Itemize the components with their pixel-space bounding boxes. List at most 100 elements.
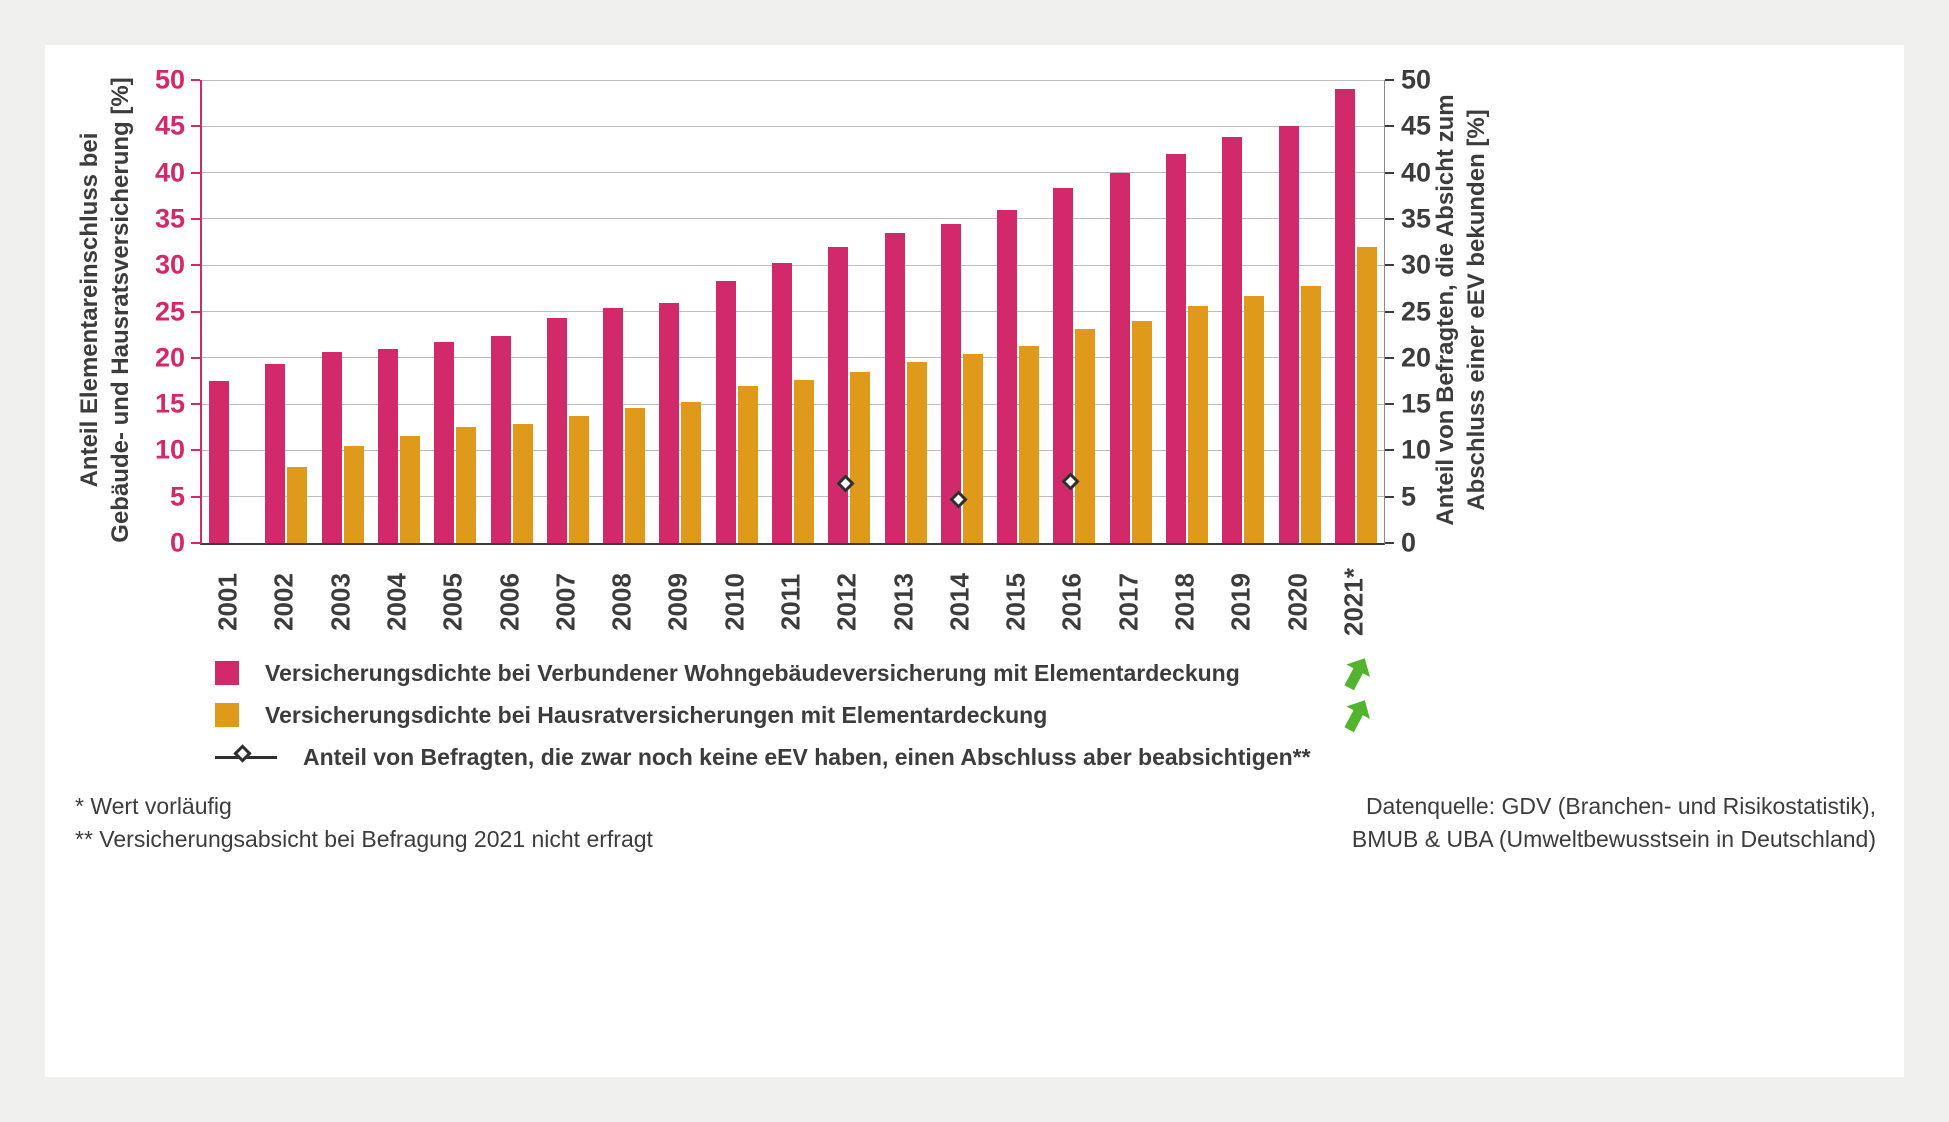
footnote-2: ** Versicherungsabsicht bei Befragung 20… (75, 826, 653, 853)
wohngebaeude-bar-2001 (209, 380, 230, 543)
hausrat-bar-2020 (1300, 285, 1321, 543)
left-tick-mark (191, 125, 200, 128)
hausrat-bar-2016 (1075, 329, 1096, 543)
hausrat-bar-2005 (456, 427, 477, 543)
hausrat-bar-2009 (681, 402, 702, 543)
wohngebaeude-bar-2015 (997, 209, 1018, 543)
data-source: Datenquelle: GDV (Branchen- und Risikost… (1352, 790, 1876, 857)
gridline (202, 311, 1384, 312)
x-axis-label: 2012 (831, 573, 862, 631)
hausrat-bar-2013 (906, 362, 927, 543)
wohngebaeude-bar-2005 (434, 342, 455, 543)
gridline (202, 496, 1384, 498)
left-tick-label: 35 (154, 203, 185, 234)
legend-item-hausrat: Versicherungsdichte bei Hausratversicher… (215, 694, 1855, 736)
hausrat-bar-2011 (794, 380, 814, 543)
wohngebaeude-bar-2016 (1053, 188, 1074, 543)
x-axis-label: 2007 (550, 573, 581, 631)
right-tick-mark (1385, 542, 1394, 544)
hausrat-bar-2018 (1188, 305, 1208, 543)
chart-panel: Anteil Elementareinschluss bei Gebäude- … (45, 45, 1904, 1077)
wohngebaeude-bar-2021* (1334, 89, 1355, 543)
x-axis-label: 2015 (1000, 573, 1031, 631)
legend-item-absicht: Anteil von Befragten, die zwar noch kein… (215, 736, 1855, 778)
left-tick-label: 0 (169, 527, 185, 558)
hausrat-bar-2017 (1131, 320, 1152, 543)
gridline (202, 79, 1384, 81)
x-axis-label: 2018 (1169, 573, 1200, 631)
x-axis-label: 2001 (212, 573, 243, 631)
right-tick-mark (1385, 264, 1394, 267)
right-tick-label: 0 (1401, 527, 1417, 558)
hausrat-bar-2019 (1244, 295, 1265, 543)
wohngebaeude-bar-2010 (715, 280, 736, 543)
x-axis-label: 2016 (1056, 573, 1087, 631)
wohngebaeude-bar-2017 (1109, 172, 1130, 543)
hausrat-bar-2012 (850, 371, 871, 543)
x-axis-label: 2014 (944, 573, 975, 631)
wohngebaeude-bar-2012 (828, 246, 849, 543)
diamond-line-marker-icon (215, 744, 277, 769)
hausrat-bar-2004 (400, 435, 420, 543)
hausrat-bar-2015 (1019, 345, 1040, 543)
wohngebaeude-bar-2014 (940, 223, 961, 543)
left-tick-label: 10 (154, 434, 185, 465)
wohngebaeude-bar-2002 (265, 364, 286, 543)
left-tick-mark (191, 403, 200, 406)
x-axis-label: 2013 (888, 573, 919, 631)
right-tick-label: 5 (1401, 481, 1417, 512)
right-tick-label: 25 (1401, 296, 1432, 326)
left-tick-label: 30 (154, 249, 185, 280)
left-tick-label: 50 (154, 64, 185, 95)
gridline (202, 264, 1384, 266)
wohngebaeude-bar-2003 (321, 352, 342, 543)
wohngebaeude-bar-2007 (546, 317, 567, 543)
legend-label-wohngebaeude: Versicherungsdichte bei Verbundener Wohn… (265, 659, 1240, 686)
hausrat-bar-2021* (1356, 246, 1377, 543)
wohngebaeude-bar-2020 (1278, 126, 1299, 543)
hausrat-bar-2002 (287, 467, 308, 543)
right-tick-label: 10 (1401, 434, 1432, 465)
right-tick-label: 30 (1401, 249, 1432, 280)
left-tick-mark (191, 495, 200, 498)
legend-item-wohngebaeude: Versicherungsdichte bei Verbundener Wohn… (215, 652, 1855, 694)
source-line-1: Datenquelle: GDV (Branchen- und Risikost… (1365, 793, 1876, 819)
plot-area (191, 79, 1394, 545)
left-axis-tick-labels: 0 5 10 15 20 25 30 35 40 45 50 (97, 65, 185, 558)
wohngebaeude-bar-2008 (603, 307, 624, 543)
x-axis-label: 2021* (1338, 568, 1369, 636)
footnote-1: * Wert vorläufig (75, 793, 232, 819)
left-tick-label: 25 (154, 296, 185, 326)
hausrat-bar-2014 (962, 354, 983, 543)
wohngebaeude-bar-2013 (884, 232, 905, 543)
left-tick-mark (191, 264, 200, 267)
trend-up-arrow-icon (1344, 700, 1370, 733)
right-tick-label: 40 (1401, 157, 1432, 188)
wohngebaeude-swatch-icon (215, 661, 239, 685)
gridline (202, 218, 1384, 220)
left-tick-mark (191, 217, 200, 220)
x-axis-label: 2010 (719, 573, 750, 631)
left-tick-mark (191, 79, 200, 81)
right-tick-label: 35 (1401, 203, 1432, 234)
legend: Versicherungsdichte bei Verbundener Wohn… (215, 652, 1855, 778)
gridline (202, 449, 1384, 451)
left-tick-mark (191, 542, 200, 544)
right-tick-label: 45 (1401, 110, 1432, 141)
gridline (202, 357, 1384, 359)
footnotes: * Wert vorläufig ** Versicherungsabsicht… (75, 790, 653, 857)
wohngebaeude-bar-2011 (772, 263, 792, 543)
x-axis-label: 2003 (325, 573, 356, 631)
left-tick-mark (191, 356, 200, 359)
legend-label-absicht: Anteil von Befragten, die zwar noch kein… (303, 743, 1311, 770)
x-axis-label: 2011 (775, 573, 806, 631)
gridline (202, 172, 1384, 174)
right-tick-mark (1385, 356, 1394, 359)
x-axis-label: 2005 (437, 573, 468, 631)
right-tick-mark (1385, 79, 1394, 81)
right-tick-mark (1385, 310, 1394, 313)
wohngebaeude-bar-2006 (490, 335, 511, 543)
wohngebaeude-bar-2004 (378, 348, 398, 543)
x-axis-label: 2020 (1282, 573, 1313, 631)
wohngebaeude-bar-2019 (1222, 137, 1243, 543)
